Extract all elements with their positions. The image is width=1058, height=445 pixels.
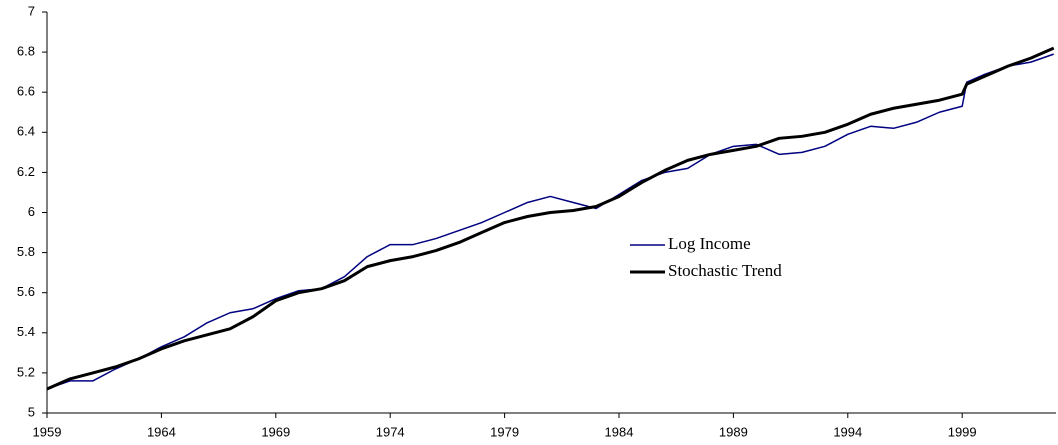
x-tick-label: 1964 xyxy=(147,424,176,439)
y-tick-label: 5.4 xyxy=(17,324,35,339)
x-tick-label: 1984 xyxy=(605,424,634,439)
y-tick-label: 7 xyxy=(28,3,35,18)
legend-label: Log Income xyxy=(668,234,751,253)
y-tick-label: 6.8 xyxy=(17,44,35,59)
x-tick-label: 1979 xyxy=(490,424,519,439)
line-series xyxy=(46,53,1054,390)
y-tick-label: 6 xyxy=(28,204,35,219)
x-tick-label: 1959 xyxy=(33,424,62,439)
y-tick-label: 6.6 xyxy=(17,84,35,99)
x-tick-label: 1989 xyxy=(719,424,748,439)
x-tick-label: 1999 xyxy=(948,424,977,439)
line-series xyxy=(46,46,1055,391)
x-tick-label: 1969 xyxy=(261,424,290,439)
y-tick-label: 5.6 xyxy=(17,284,35,299)
y-tick-label: 6.2 xyxy=(17,164,35,179)
y-tick-label: 5.2 xyxy=(17,364,35,379)
x-tick-label: 1994 xyxy=(833,424,862,439)
x-tick-label: 1974 xyxy=(376,424,405,439)
y-tick-label: 5.8 xyxy=(17,244,35,259)
y-tick-label: 6.4 xyxy=(17,124,35,139)
legend-label: Stochastic Trend xyxy=(668,261,782,280)
y-tick-label: 5 xyxy=(28,404,35,419)
